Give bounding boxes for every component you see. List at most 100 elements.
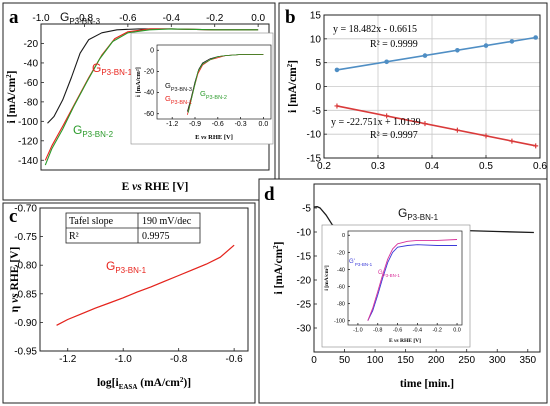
chart_data.0-ytick-label: -20 <box>24 39 39 50</box>
chart_data.1-ytick-label: -5 <box>312 106 321 117</box>
panel-d-ylabel-part: i [mA/cm <box>273 248 285 294</box>
panel-b-point <box>509 138 515 144</box>
panel-d-inset-label-g-main: G <box>378 270 383 276</box>
panel-b-point <box>422 53 428 58</box>
chart_data.1-ytick-label: 0 <box>315 82 321 93</box>
panel-a-xlabel-part: E <box>122 181 133 193</box>
chart_data.3-axes-box <box>313 183 541 353</box>
chart_data.2-ytick-label: -0.75 <box>14 232 37 243</box>
panel-a-label-bn1-main: G <box>92 61 101 75</box>
chart_data.2-ytick-label: -0.70 <box>14 204 37 215</box>
chart_data.0.inset-xtick-label: -0.9 <box>189 121 201 128</box>
panel-a-ylabel-part: ] <box>6 70 18 74</box>
panel-b-point <box>384 113 390 119</box>
chart_data.3.inset-xtick-label: -0.6 <box>393 328 402 334</box>
panel-d-inset-series-line <box>367 244 457 321</box>
panel-c-table-cell: Tafel slope <box>69 216 114 227</box>
chart_data.3.inset-xtick-label: -1.0 <box>353 328 362 334</box>
panel-b-eq-2: y = -22.751x + 1.0139 <box>331 117 421 128</box>
panel-c-table-cell: 0.9975 <box>142 231 170 242</box>
chart_data.3.inset-xtick-label: -0.8 <box>373 328 382 334</box>
chart_data.2-ytick-label: -0.80 <box>14 261 37 272</box>
chart_data.0-ytick-label: -40 <box>24 58 39 69</box>
panel-a-label-bn3-main: G <box>60 10 69 24</box>
chart_data.3.inset-axes-box <box>347 230 463 326</box>
panel-a-inset-xlabel: E vs RHE [V] <box>195 134 233 141</box>
panel-b-point <box>533 35 538 40</box>
panel-c-xlabel-part: log[i <box>97 377 120 389</box>
panel-d-inset-label-gprime-main: G' <box>349 259 355 265</box>
panel-d-inset-series-line <box>367 239 458 321</box>
panel-c-table-cell: R² <box>69 231 79 242</box>
panel-d-inset-xlabel-part: E <box>389 338 394 344</box>
panel-a-inset-xlabel-part: RHE [V] <box>207 134 233 141</box>
panel-c-ylabel-part: RHE [V] <box>9 247 21 294</box>
panel-b-ylabel-part: ] <box>287 60 299 64</box>
panel-b-point <box>384 59 389 65</box>
panel-a-inset-xlabel-part: E <box>195 134 201 141</box>
panel-a-xlabel-part: RHE [V] <box>142 181 189 193</box>
panel-a-ylabel-part: 2 <box>5 74 13 78</box>
chart_data.1-ytick-label: -15 <box>307 154 322 165</box>
panel-d-inset-label-g-sub: P3-BN-1 <box>383 273 401 278</box>
panel-b-ylabel-part: i [mA/cm <box>287 67 299 113</box>
panel-c-label-main: G <box>106 259 115 273</box>
chart_data.0.inset-ytick-label: -40 <box>144 90 154 97</box>
panel-c-ylabel-part: η <box>9 303 21 312</box>
chart_data.0-xtick-label: -0.2 <box>206 13 224 24</box>
panel-b-point <box>454 127 460 133</box>
chart_data.2-xtick-label: -1.0 <box>115 354 133 365</box>
panel-b-eq-1: y = 18.482x - 0.6615 <box>333 24 417 35</box>
chart_data.3-ytick-label: -15 <box>297 252 312 263</box>
panel-b-point <box>483 43 489 48</box>
panel-b-ylabel-part: 2 <box>286 63 294 67</box>
panel-a-xlabel: E vs RHE [V] <box>122 181 189 193</box>
chart_data.3-ytick-label: -20 <box>297 276 312 287</box>
chart_data.2-axes-box <box>39 207 249 352</box>
chart_data.2-ytick-label: -0.95 <box>14 347 37 358</box>
panel-a-letter: a <box>9 7 19 28</box>
panel-b-fit-line <box>336 105 536 147</box>
chart_data.1-xtick-label: 0.3 <box>371 161 385 172</box>
chart_data.3-xtick-label: 50 <box>339 355 351 366</box>
chart_data.3.inset-ytick-label: -40 <box>337 267 345 273</box>
chart_data.3-ytick-label: -5 <box>302 204 311 215</box>
panel-a-label-bn1: GP3-BN-1 <box>92 61 133 77</box>
panel-c-ylabel: η vs RHE [V] <box>9 247 21 313</box>
panel-a-inset-label-bn3: GP3-BN-3 <box>165 81 192 93</box>
panel-a-inset-label-bn3-main: G <box>165 81 171 90</box>
chart_data.3-xtick-label: 250 <box>458 355 475 366</box>
panel-c-xlabel-part: )] <box>183 377 191 389</box>
panel-b-point <box>455 47 460 53</box>
chart_data.0-xtick-label: -1.0 <box>32 13 50 24</box>
panel-d-label-sub: P3-BN-1 <box>407 213 438 222</box>
chart_data.3-xtick-label: 100 <box>367 355 384 366</box>
panel-d-inset-label-gprime: G'P3-BN-1 <box>349 259 373 267</box>
chart_data.3.inset-xtick-label: -0.2 <box>432 328 441 334</box>
panel-d-label: GP3-BN-1 <box>398 206 439 222</box>
panel-d-ylabel-part: ] <box>273 241 285 245</box>
panel-d-letter: d <box>264 184 275 205</box>
panel-a-ylabel-part: i [mA/cm <box>6 77 18 123</box>
chart_data.1-ytick-label: 15 <box>310 11 322 22</box>
panel-d-ylabel: i [mA/cm2] <box>272 241 285 294</box>
chart_data.0-xtick-label: 0.0 <box>251 13 265 24</box>
chart_data.3.inset-xtick-label: 0.0 <box>453 328 461 334</box>
chart_data.3.inset-ytick-label: -80 <box>337 302 345 308</box>
chart_data.0.inset-xtick-label: -0.3 <box>235 121 247 128</box>
panel-d-inset-ylabel: i [mA/cm²] <box>324 265 330 290</box>
chart_data.3.inset-ytick-label: -100 <box>334 319 345 325</box>
chart_data.0.inset-ytick-label: 0 <box>150 47 154 54</box>
chart_data.0-ytick-label: -80 <box>24 97 39 108</box>
panel-c-letter: c <box>9 206 17 227</box>
panel-a-inset-ylabel: i [mA/cm²] <box>135 67 142 97</box>
chart_data.3.inset-ytick-label: 0 <box>342 233 345 239</box>
panel-a-xlabel-part: vs <box>132 181 142 193</box>
panel-a-series-line <box>44 28 259 166</box>
panel-a-label-bn2-main: G <box>73 123 82 137</box>
panel-c-label: GP3-BN-1 <box>106 259 147 275</box>
chart_data.1-xtick-label: 0.4 <box>425 161 439 172</box>
panel-b-point <box>334 103 340 109</box>
chart_data.0-ytick-label: -60 <box>24 78 39 89</box>
